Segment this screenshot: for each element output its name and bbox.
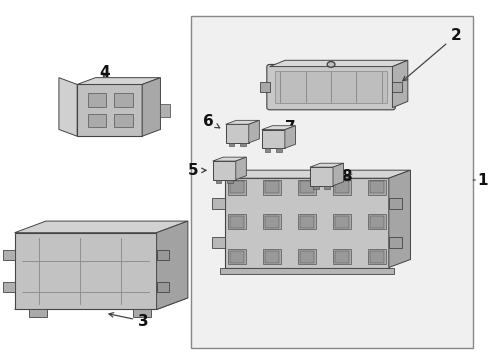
Bar: [310, 167, 333, 186]
Bar: [324, 186, 330, 189]
Bar: [313, 186, 318, 189]
Bar: [335, 181, 348, 193]
Bar: [220, 267, 393, 274]
Bar: [88, 114, 106, 127]
Text: 5: 5: [188, 163, 206, 178]
Bar: [300, 251, 314, 262]
Bar: [213, 161, 236, 180]
Text: 6: 6: [203, 113, 220, 129]
Bar: [266, 181, 279, 193]
Bar: [228, 180, 246, 195]
Bar: [368, 215, 386, 229]
Bar: [212, 198, 225, 209]
Bar: [192, 16, 473, 348]
Bar: [266, 216, 279, 228]
Polygon shape: [270, 60, 408, 67]
Bar: [298, 180, 316, 195]
Bar: [212, 237, 225, 248]
Polygon shape: [15, 221, 188, 233]
Bar: [225, 178, 389, 267]
Bar: [275, 71, 387, 103]
Bar: [260, 82, 270, 93]
Polygon shape: [225, 170, 411, 178]
Bar: [263, 180, 281, 195]
Bar: [265, 148, 270, 152]
Bar: [263, 249, 281, 264]
Bar: [262, 130, 285, 148]
Bar: [228, 249, 246, 264]
Text: 1: 1: [477, 172, 488, 188]
Bar: [389, 237, 402, 248]
Circle shape: [327, 62, 335, 67]
Bar: [216, 180, 221, 183]
Bar: [228, 143, 234, 147]
Text: 3: 3: [109, 312, 148, 329]
Bar: [160, 104, 170, 117]
Bar: [333, 249, 351, 264]
Polygon shape: [249, 120, 259, 143]
Bar: [333, 180, 351, 195]
Bar: [368, 249, 386, 264]
Polygon shape: [262, 126, 295, 130]
Bar: [300, 181, 314, 193]
Bar: [132, 310, 151, 318]
FancyBboxPatch shape: [267, 64, 395, 110]
Bar: [88, 93, 106, 107]
Bar: [157, 250, 169, 260]
Bar: [368, 180, 386, 195]
Bar: [227, 180, 233, 183]
Text: 2: 2: [403, 28, 462, 81]
Bar: [240, 143, 246, 147]
Text: 8: 8: [341, 169, 352, 184]
Polygon shape: [157, 221, 188, 310]
Bar: [389, 198, 402, 209]
Bar: [370, 216, 384, 228]
Polygon shape: [285, 126, 295, 148]
Polygon shape: [389, 170, 411, 267]
Text: 4: 4: [99, 65, 110, 80]
Bar: [77, 85, 142, 136]
Bar: [263, 215, 281, 229]
Bar: [2, 250, 15, 260]
Bar: [230, 181, 244, 193]
Bar: [2, 282, 15, 292]
Bar: [335, 251, 348, 262]
Polygon shape: [333, 163, 343, 186]
Bar: [114, 93, 132, 107]
Polygon shape: [392, 60, 408, 108]
Bar: [230, 216, 244, 228]
Bar: [370, 251, 384, 262]
Bar: [29, 310, 48, 318]
Bar: [276, 148, 282, 152]
Polygon shape: [236, 157, 246, 180]
Bar: [370, 181, 384, 193]
Polygon shape: [77, 78, 160, 85]
Bar: [228, 215, 246, 229]
Bar: [298, 215, 316, 229]
Bar: [335, 216, 348, 228]
Bar: [15, 233, 157, 310]
Bar: [392, 82, 402, 93]
Polygon shape: [213, 157, 246, 161]
Bar: [226, 124, 249, 143]
Bar: [298, 249, 316, 264]
Polygon shape: [226, 120, 259, 124]
Bar: [266, 251, 279, 262]
Polygon shape: [310, 163, 343, 167]
Bar: [157, 282, 169, 292]
Bar: [300, 216, 314, 228]
Bar: [230, 251, 244, 262]
Polygon shape: [15, 298, 188, 310]
Polygon shape: [59, 78, 77, 136]
Polygon shape: [142, 78, 160, 136]
Bar: [333, 215, 351, 229]
Text: 7: 7: [285, 120, 296, 135]
Bar: [114, 114, 132, 127]
